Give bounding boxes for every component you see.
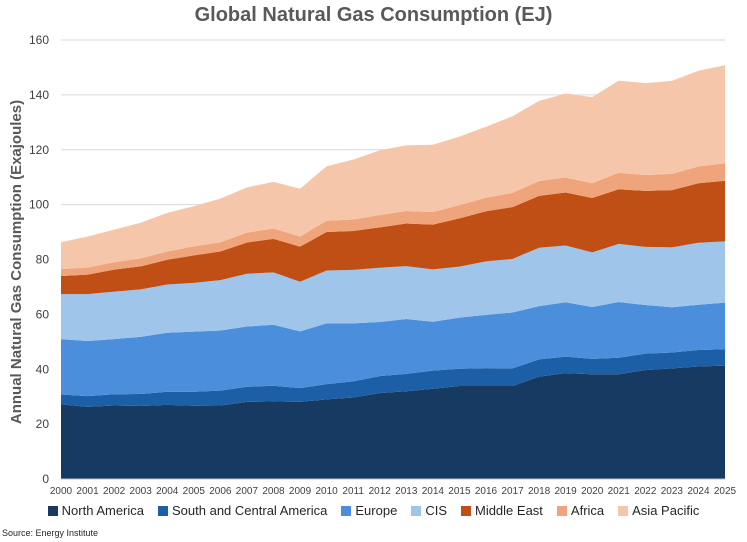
area-asia-pacific [61,65,725,270]
x-tick-label: 2011 [342,486,364,497]
legend-item: Middle East [460,503,543,518]
y-tick-label: 120 [29,143,49,157]
legend-swatch [411,505,422,516]
x-tick-label: 2003 [130,486,153,497]
x-tick-label: 2014 [422,486,445,497]
x-tick-label: 2013 [395,486,418,497]
area-middle-east [61,180,725,295]
legend-item: Europe [341,503,397,518]
legend-swatch [460,505,471,516]
area-europe [61,302,725,397]
legend-item: North America [47,503,145,518]
x-tick-label: 2020 [581,486,604,497]
legend-item: Africa [556,503,605,518]
legend-label: Africa [570,503,605,518]
x-tick-label: 2016 [475,486,498,497]
legend-item: South and Central America [158,503,327,518]
y-tick-label: 40 [36,362,50,376]
legend-label: North America [61,503,145,518]
y-tick-label: 20 [36,417,50,431]
x-tick-label: 2005 [183,486,206,497]
x-tick-label: 2022 [634,486,657,497]
y-axis-label: Annual Natural Gas Consumption (Exajoule… [8,100,25,424]
area-africa [61,163,725,276]
legend-label: South and Central America [172,503,328,518]
x-tick-label: 2024 [687,486,710,497]
x-tick-label: 2001 [76,486,99,497]
x-tick-label: 2019 [555,486,578,497]
legend-label: Europe [355,503,398,518]
legend-item: Asia Pacific [618,503,699,518]
x-tick-label: 2008 [262,486,285,497]
source-note: Source: Energy Institute [2,528,99,538]
y-tick-label: 0 [42,472,49,486]
x-tick-label: 2025 [714,486,737,497]
legend-swatch [341,505,352,516]
x-tick-label: 2021 [608,486,631,497]
chart-title: Global Natural Gas Consumption (EJ) [194,4,553,26]
legend: North America South and Central America Eu… [0,503,747,518]
area-cis [61,241,725,341]
legend-label: Middle East [474,503,543,518]
legend-swatch [47,505,58,516]
y-tick-label: 60 [36,307,50,321]
stacked-areas [61,65,725,479]
y-tick-label: 80 [36,253,50,267]
x-tick-label: 2007 [236,486,259,497]
legend-swatch [556,505,567,516]
x-tick-label: 2023 [661,486,684,497]
x-tick-label: 2018 [528,486,551,497]
area-south-and-central-america [61,349,725,407]
x-tick-label: 2004 [156,486,179,497]
legend-swatch [618,505,629,516]
x-tick-label: 2000 [50,486,73,497]
area-north-america [61,365,725,479]
y-tick-label: 140 [29,88,49,102]
legend-label: Asia Pacific [632,503,700,518]
y-tick-label: 100 [29,198,49,212]
legend-label: CIS [425,503,447,518]
x-tick-label: 2012 [369,486,392,497]
x-tick-label: 2009 [289,486,312,497]
x-tick-label: 2015 [448,486,471,497]
x-tick-label: 2010 [315,486,338,497]
legend-swatch [158,505,169,516]
y-tick-label: 160 [29,33,49,47]
x-tick-label: 2006 [209,486,232,497]
legend-item: CIS [411,503,447,518]
x-tick-label: 2002 [103,486,126,497]
x-tick-label: 2017 [501,486,524,497]
